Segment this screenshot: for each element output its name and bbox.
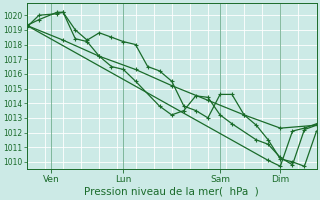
X-axis label: Pression niveau de la mer(  hPa  ): Pression niveau de la mer( hPa ) (84, 187, 259, 197)
